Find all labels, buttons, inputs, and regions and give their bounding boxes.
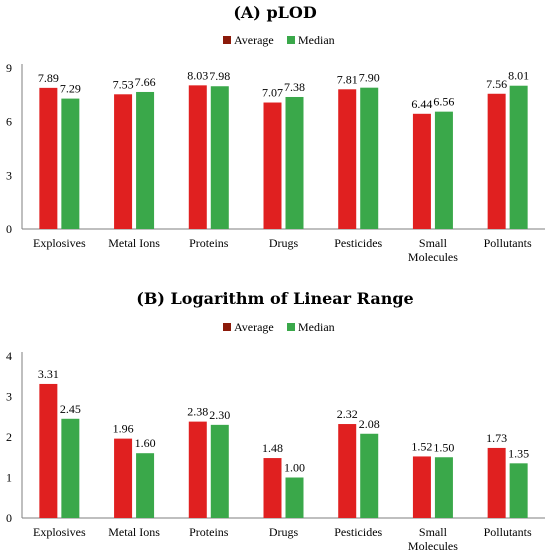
chart1-bar-average-6 xyxy=(487,447,506,518)
chart0-title: (A) pLOD xyxy=(233,3,317,22)
chart1-bar-median-6 xyxy=(509,463,528,518)
chart1-legend-label-1: Median xyxy=(298,320,335,334)
chart0-ytick-0: 0 xyxy=(6,222,12,236)
chart1-data-label-average-2: 2.38 xyxy=(187,405,208,419)
chart1-legend-swatch-0 xyxy=(223,323,231,331)
chart1-bar-average-2 xyxy=(188,421,207,518)
chart1-category-label-5: Small xyxy=(419,525,448,539)
chart0-category-label-0: Explosives xyxy=(33,236,86,250)
chart1-bar-median-5 xyxy=(434,457,453,518)
chart0-data-label-average-2: 8.03 xyxy=(187,68,208,82)
chart0-data-label-median-1: 7.66 xyxy=(135,75,156,89)
chart0-data-label-average-4: 7.81 xyxy=(337,72,358,86)
chart0-category-label-2: Proteins xyxy=(189,236,229,250)
chart0-legend-swatch-0 xyxy=(223,36,231,44)
chart0-category-label-1: Metal Ions xyxy=(108,236,160,250)
chart1-bar-median-2 xyxy=(210,424,229,518)
chart1-bar-average-0 xyxy=(39,383,58,518)
chart0-data-label-average-6: 7.56 xyxy=(486,77,507,91)
chart0-bar-median-3 xyxy=(285,96,304,229)
chart1-category-label-3: Drugs xyxy=(269,525,299,539)
chart1-bar-median-0 xyxy=(61,418,80,518)
chart1-data-label-median-3: 1.00 xyxy=(284,461,305,475)
chart0-bar-average-0 xyxy=(39,87,58,230)
chart0-ytick-3: 9 xyxy=(6,61,12,75)
chart0-data-label-average-0: 7.89 xyxy=(38,71,59,85)
chart0-data-label-median-4: 7.90 xyxy=(359,71,380,85)
chart1-data-label-median-6: 1.35 xyxy=(508,446,529,460)
chart0-data-label-median-6: 8.01 xyxy=(508,69,529,83)
chart0-legend-label-0: Average xyxy=(234,33,274,47)
chart1-data-label-median-4: 2.08 xyxy=(359,417,380,431)
chart1-ytick-4: 4 xyxy=(6,349,12,363)
chart1-data-label-average-4: 2.32 xyxy=(337,407,358,421)
chart1-data-label-average-0: 3.31 xyxy=(38,367,59,381)
chart1-category-label-2: Proteins xyxy=(189,525,229,539)
chart0-bar-median-2 xyxy=(210,86,229,229)
chart0-bar-median-6 xyxy=(509,85,528,230)
chart0-data-label-average-3: 7.07 xyxy=(262,86,283,100)
chart0-bar-median-5 xyxy=(434,111,453,229)
chart0-ytick-2: 6 xyxy=(6,115,12,129)
chart0-legend-swatch-1 xyxy=(287,36,295,44)
chart0-category-label-4: Pesticides xyxy=(334,236,382,250)
chart0-data-label-average-5: 6.44 xyxy=(411,97,432,111)
chart1-legend-label-0: Average xyxy=(234,320,274,334)
chart1-category-label-6: Pollutants xyxy=(484,525,532,539)
chart1-category-label-1: Metal Ions xyxy=(108,525,160,539)
chart1-bar-average-3 xyxy=(263,458,282,518)
chart1-category-label-5-line1: Molecules xyxy=(408,539,458,553)
chart0-bar-average-6 xyxy=(487,93,506,229)
chart1-data-label-average-1: 1.96 xyxy=(113,422,134,436)
chart1-legend-swatch-1 xyxy=(287,323,295,331)
chart0-data-label-median-0: 7.29 xyxy=(60,82,81,96)
chart1-category-label-4: Pesticides xyxy=(334,525,382,539)
chart1-ytick-2: 2 xyxy=(6,430,12,444)
chart0-bar-average-5 xyxy=(412,113,431,229)
chart0-bar-median-1 xyxy=(136,91,155,230)
chart0-bar-median-4 xyxy=(360,87,379,229)
chart0-bar-median-0 xyxy=(61,98,80,229)
chart1-bar-average-5 xyxy=(412,456,431,518)
chart1-data-label-average-3: 1.48 xyxy=(262,441,283,455)
chart1-data-label-median-0: 2.45 xyxy=(60,402,81,416)
chart0-category-label-6: Pollutants xyxy=(484,236,532,250)
chart0-legend-label-1: Median xyxy=(298,33,335,47)
chart1-bar-median-3 xyxy=(285,477,304,518)
chart1-ytick-3: 3 xyxy=(6,390,12,404)
chart1-data-label-median-5: 1.50 xyxy=(433,440,454,454)
chart1-ytick-0: 0 xyxy=(6,511,12,525)
chart1-data-label-median-2: 2.30 xyxy=(209,408,230,422)
chart0-bar-average-3 xyxy=(263,102,282,229)
chart1-bar-median-1 xyxy=(136,453,155,518)
chart0-ytick-1: 3 xyxy=(6,168,12,182)
chart1-bar-median-4 xyxy=(360,433,379,518)
chart1-data-label-average-6: 1.73 xyxy=(486,431,507,445)
chart1-ytick-1: 1 xyxy=(6,471,12,485)
chart0-category-label-3: Drugs xyxy=(269,236,299,250)
chart1-title: (B) Logarithm of Linear Range xyxy=(136,289,413,308)
chart0-bar-average-2 xyxy=(188,85,207,229)
chart0-data-label-median-3: 7.38 xyxy=(284,80,305,94)
chart0-data-label-median-2: 7.98 xyxy=(209,69,230,83)
chart0-bar-average-4 xyxy=(338,89,357,229)
chart0-data-label-median-5: 6.56 xyxy=(433,95,454,109)
chart0-data-label-average-1: 7.53 xyxy=(113,77,134,91)
chart1-data-label-median-1: 1.60 xyxy=(135,436,156,450)
chart0-category-label-5: Small xyxy=(419,236,448,250)
chart1-category-label-0: Explosives xyxy=(33,525,86,539)
chart0-category-label-5-line1: Molecules xyxy=(408,250,458,264)
chart0-bar-average-1 xyxy=(114,94,133,230)
chart1-data-label-average-5: 1.52 xyxy=(411,439,432,453)
chart1-bar-average-4 xyxy=(338,424,357,518)
chart1-bar-average-1 xyxy=(114,438,133,518)
